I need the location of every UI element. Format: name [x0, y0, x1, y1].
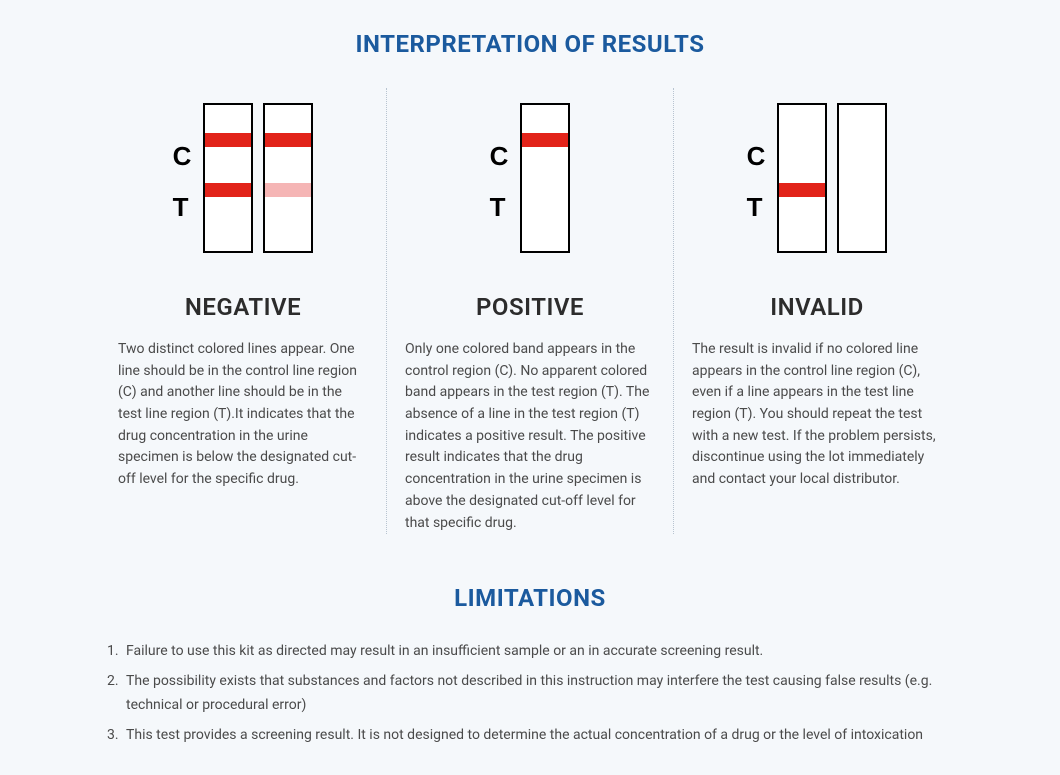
- label-t: T: [490, 192, 509, 223]
- label-c: C: [173, 141, 192, 172]
- label-c: C: [747, 141, 766, 172]
- band-c-icon: [522, 133, 568, 147]
- ct-labels: C T: [490, 133, 509, 223]
- band-c-icon: [265, 133, 311, 147]
- limitation-item: This test provides a screening result. I…: [122, 724, 960, 748]
- results-grid: C T NEGATIVE Two distinct colored lines …: [0, 88, 1060, 534]
- strip-area-positive: C T: [405, 88, 655, 268]
- result-desc-invalid: The result is invalid if no colored line…: [692, 339, 942, 491]
- test-strip: [263, 103, 313, 253]
- label-c: C: [490, 141, 509, 172]
- band-t-icon: [265, 183, 311, 197]
- ct-labels: C T: [747, 133, 766, 223]
- limitations-title: LIMITATIONS: [0, 584, 1060, 612]
- result-desc-positive: Only one colored band appears in the con…: [405, 339, 655, 534]
- result-invalid: C T INVALID The result is invalid if no …: [674, 88, 960, 534]
- limitation-item: The possibility exists that substances a…: [122, 670, 960, 718]
- result-desc-negative: Two distinct colored lines appear. One l…: [118, 339, 368, 491]
- test-strip: [520, 103, 570, 253]
- ct-labels: C T: [173, 133, 192, 223]
- strip-area-invalid: C T: [692, 88, 942, 268]
- test-strip: [777, 103, 827, 253]
- test-strip: [837, 103, 887, 253]
- limitations-section: Failure to use this kit as directed may …: [0, 640, 1060, 747]
- band-c-icon: [205, 133, 251, 147]
- result-heading-negative: NEGATIVE: [118, 293, 368, 321]
- result-heading-positive: POSITIVE: [405, 293, 655, 321]
- result-heading-invalid: INVALID: [692, 293, 942, 321]
- label-t: T: [747, 192, 766, 223]
- page-title: INTERPRETATION OF RESULTS: [0, 30, 1060, 58]
- result-negative: C T NEGATIVE Two distinct colored lines …: [100, 88, 387, 534]
- result-positive: C T POSITIVE Only one colored band appea…: [387, 88, 674, 534]
- limitation-item: Failure to use this kit as directed may …: [122, 640, 960, 664]
- test-strip: [203, 103, 253, 253]
- band-t-icon: [205, 183, 251, 197]
- strip-area-negative: C T: [118, 88, 368, 268]
- label-t: T: [173, 192, 192, 223]
- limitations-list: Failure to use this kit as directed may …: [100, 640, 960, 747]
- band-t-icon: [779, 183, 825, 197]
